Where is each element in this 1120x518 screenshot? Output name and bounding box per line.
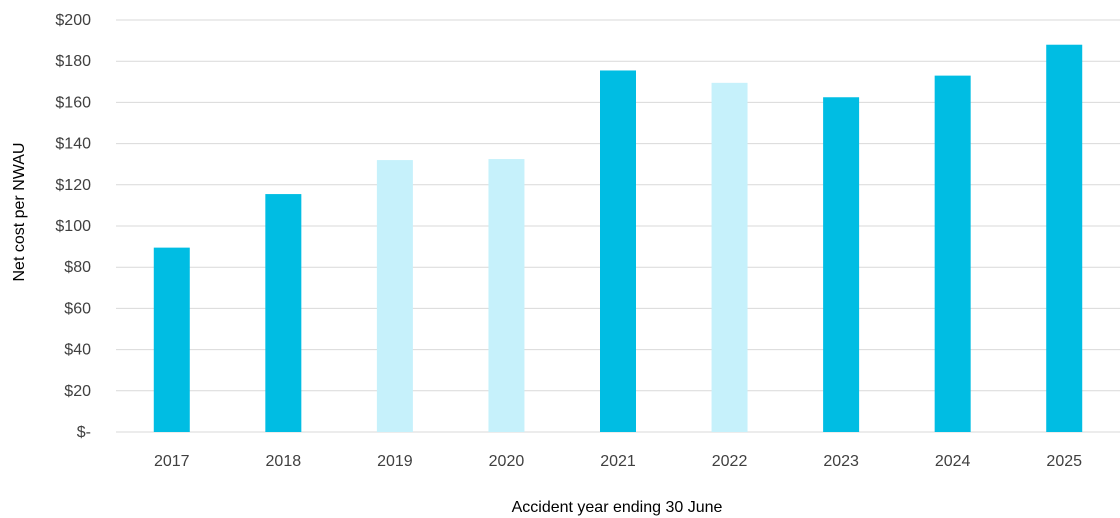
y-tick-label: $200: [55, 12, 91, 29]
bar-2018: [265, 194, 302, 432]
y-tick-label: $100: [55, 218, 91, 235]
bar-2025: [1046, 44, 1083, 432]
y-tick-label: $160: [55, 94, 91, 111]
y-axis-title: Net cost per NWAU: [11, 143, 28, 282]
y-axis-tick-labels: $- $20 $40 $60 $80 $100 $120 $140 $160 $180 $200: [55, 12, 91, 441]
x-tick-label: 2020: [489, 453, 525, 470]
y-tick-label: $180: [55, 53, 91, 70]
x-tick-label: 2024: [935, 453, 971, 470]
x-tick-label: 2017: [154, 453, 190, 470]
bar-2020: [488, 159, 525, 433]
bar-2023: [823, 97, 860, 432]
y-tick-label: $60: [64, 300, 91, 317]
bar-2022: [711, 82, 748, 432]
bars: [153, 44, 1083, 433]
y-tick-label: $140: [55, 136, 91, 153]
x-axis-title: Accident year ending 30 June: [512, 499, 723, 516]
y-tick-label: $20: [64, 383, 91, 400]
x-tick-label: 2023: [823, 453, 859, 470]
bar-2017: [153, 247, 190, 432]
x-tick-label: 2022: [712, 453, 748, 470]
x-tick-label: 2025: [1046, 453, 1082, 470]
bar-2021: [600, 70, 636, 432]
y-tick-label: $80: [64, 259, 91, 276]
y-tick-label: $-: [77, 424, 91, 441]
bar-2024: [934, 75, 971, 433]
bar-2019: [376, 160, 413, 432]
x-tick-label: 2021: [600, 453, 636, 470]
y-tick-label: $40: [64, 342, 91, 359]
x-tick-label: 2018: [266, 453, 302, 470]
x-tick-label: 2019: [377, 453, 413, 470]
x-axis-tick-labels: 2017 2018 2019 2020 2021 2022 2023 2024 2025: [154, 453, 1082, 470]
y-tick-label: $120: [55, 177, 91, 194]
